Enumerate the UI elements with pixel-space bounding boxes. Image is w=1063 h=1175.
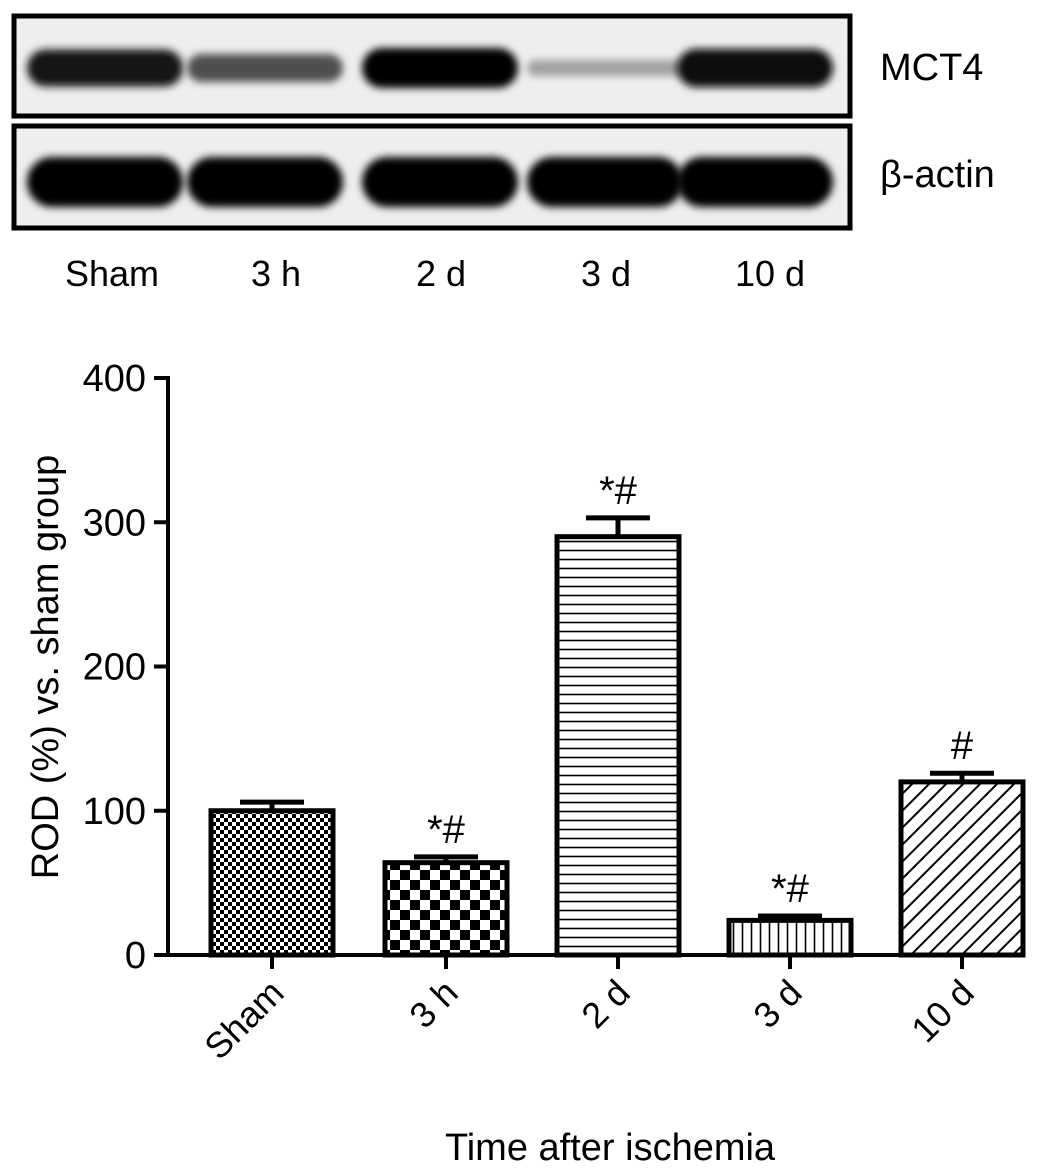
y-axis: 0 100 200 300 400 — [83, 358, 170, 977]
lane-label-2d: 2 d — [416, 253, 466, 294]
actin-label: β-actin — [880, 154, 995, 196]
mct4-band-3 — [527, 60, 683, 76]
significance-annotation: *# — [599, 469, 638, 513]
significance-annotation: *# — [427, 808, 466, 852]
y-tick-label: 300 — [83, 502, 146, 544]
bar — [898, 779, 1026, 958]
y-tick-label: 100 — [83, 791, 146, 833]
mct4-band-0 — [27, 49, 183, 87]
actin-band-3 — [527, 157, 683, 207]
bar — [208, 808, 336, 958]
x-axis-label: Time after ischemia — [445, 1127, 776, 1169]
mct4-band-4 — [677, 48, 833, 88]
y-tick-label: 200 — [83, 647, 146, 689]
actin-band-0 — [27, 157, 183, 207]
mct4-label: MCT4 — [880, 47, 983, 89]
x-axis: Sham 3 h 2 d 3 d 10 d — [166, 953, 1000, 1067]
bar — [726, 917, 854, 958]
y-tick-label: 400 — [83, 358, 146, 400]
mct4-band-1 — [187, 54, 343, 82]
mct4-band-2 — [362, 48, 518, 88]
bars: *# *# *# # — [208, 469, 1026, 958]
mct4-bands — [27, 48, 833, 88]
x-tick-label: 2 d — [573, 972, 637, 1036]
western-blot-panel: MCT4 β-actin Sham 3 h 2 d 3 d 10 d — [11, 13, 995, 294]
x-tick-label: 3 d — [745, 972, 809, 1036]
bar — [382, 860, 510, 958]
x-tick-label: 10 d — [903, 972, 982, 1051]
actin-band-2 — [362, 157, 518, 207]
lane-label-3d: 3 d — [581, 253, 631, 294]
significance-annotation: *# — [771, 867, 810, 911]
x-tick-label: 3 h — [401, 972, 465, 1036]
lane-label-sham: Sham — [65, 253, 159, 294]
lane-label-3h: 3 h — [251, 253, 301, 294]
actin-bands — [27, 157, 833, 207]
actin-band-4 — [677, 157, 833, 207]
y-axis-label: ROD (%) vs. sham group — [25, 455, 67, 879]
y-tick-label: 0 — [125, 935, 146, 977]
actin-band-1 — [187, 157, 343, 207]
significance-annotation: # — [951, 724, 974, 768]
bar — [554, 534, 682, 958]
x-tick-label: Sham — [196, 972, 291, 1067]
lane-label-10d: 10 d — [735, 253, 805, 294]
